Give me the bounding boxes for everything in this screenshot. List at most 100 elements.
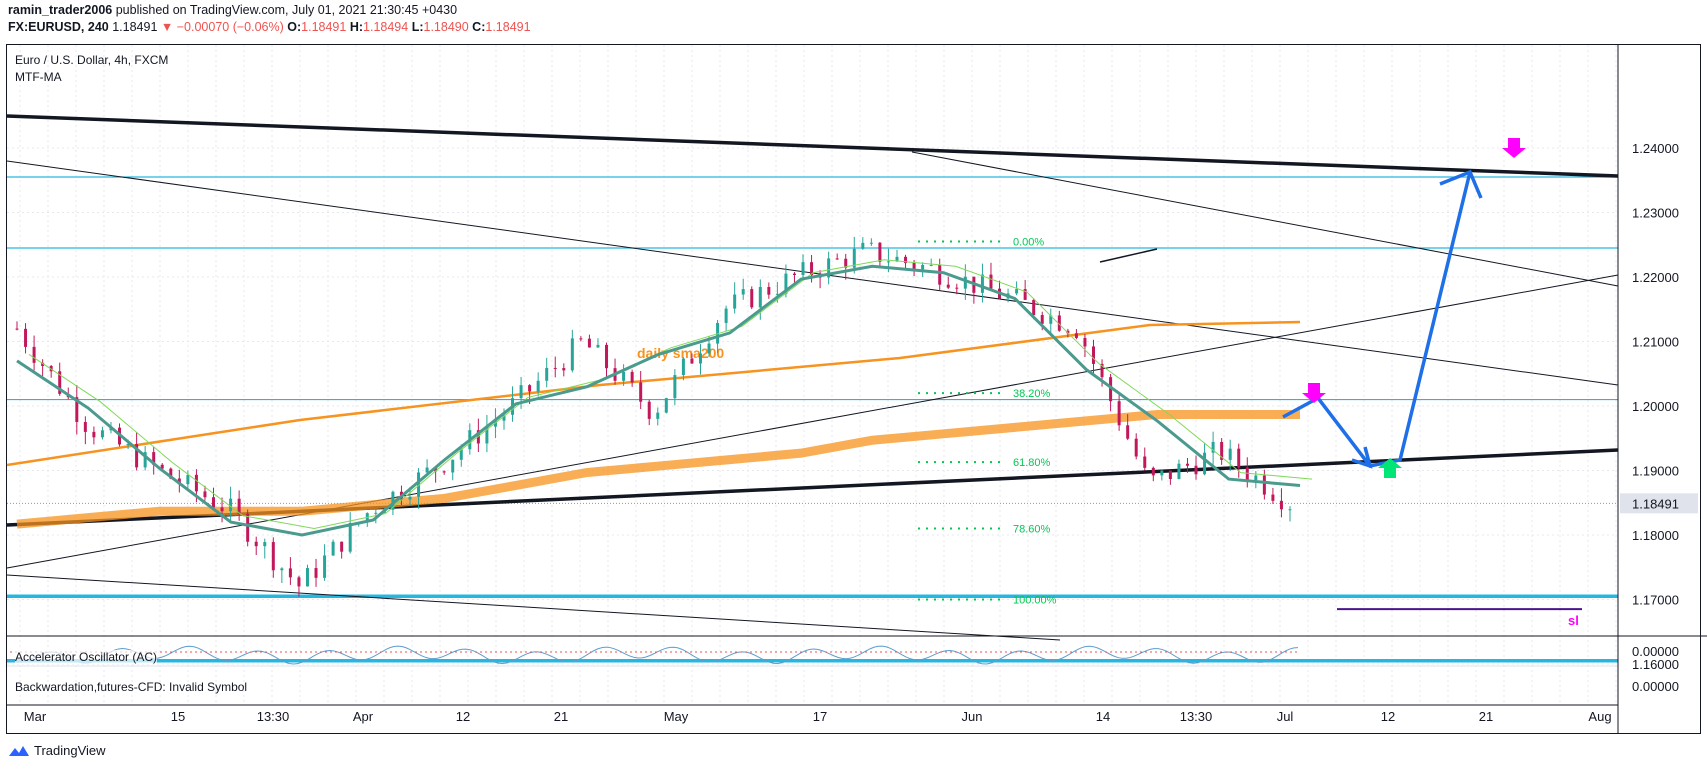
candle-body bbox=[323, 555, 327, 578]
candle-body bbox=[1040, 315, 1044, 324]
candle-body bbox=[767, 287, 771, 295]
candle-body bbox=[810, 262, 814, 276]
candle-body bbox=[639, 382, 643, 402]
osc-tick: 0.00000 bbox=[1632, 644, 1679, 659]
candle-body bbox=[237, 498, 241, 514]
symbol-label: FX:EURUSD, 240 bbox=[8, 20, 109, 34]
candle-body bbox=[1185, 463, 1189, 466]
candle-body bbox=[912, 263, 916, 270]
candle-body bbox=[1023, 289, 1027, 300]
candle-body bbox=[24, 328, 28, 347]
candle-body bbox=[519, 385, 523, 399]
projection-arrows: sl bbox=[1282, 138, 1582, 628]
candle-body bbox=[904, 256, 908, 264]
candle-body bbox=[92, 431, 96, 438]
candle-body bbox=[297, 577, 301, 587]
candle-body bbox=[160, 464, 164, 469]
candle-body bbox=[169, 468, 173, 479]
close-value: 1.18491 bbox=[485, 20, 531, 34]
candle-body bbox=[955, 287, 959, 289]
candle-body bbox=[314, 568, 318, 578]
candle-body bbox=[989, 274, 993, 289]
candle-body bbox=[1211, 441, 1215, 453]
candle-body bbox=[784, 273, 788, 294]
candle-body bbox=[493, 420, 497, 427]
candle-body bbox=[331, 541, 335, 556]
time-tick: Mar bbox=[24, 709, 47, 724]
candle-body bbox=[1083, 337, 1087, 347]
candle-body bbox=[1254, 475, 1258, 481]
arrow-head bbox=[1439, 169, 1483, 199]
candle-body bbox=[827, 258, 831, 278]
candle-body bbox=[1109, 377, 1113, 402]
candle-body bbox=[374, 512, 378, 514]
candle-body bbox=[869, 242, 873, 244]
time-tick: May bbox=[664, 709, 689, 724]
time-tick: 13:30 bbox=[257, 709, 290, 724]
arrow-head bbox=[1351, 446, 1373, 469]
publisher-name[interactable]: ramin_trader2006 bbox=[8, 3, 113, 17]
tradingview-logo[interactable]: TradingView bbox=[8, 743, 106, 758]
sma-label: daily sma200 bbox=[637, 345, 724, 361]
candle-body bbox=[100, 430, 104, 438]
candle-body bbox=[459, 449, 463, 460]
candle-body bbox=[545, 367, 549, 381]
candle-body bbox=[1237, 448, 1241, 468]
candle-body bbox=[15, 328, 19, 330]
candle-body bbox=[143, 452, 147, 468]
candle-body bbox=[1143, 456, 1147, 468]
candle-body bbox=[886, 261, 890, 263]
oscillator-legend: Accelerator Oscillator (AC) bbox=[15, 650, 158, 664]
candle-body bbox=[58, 371, 62, 394]
candle-body bbox=[1262, 475, 1266, 495]
backwardation-legend: Backwardation,futures-CFD: Invalid Symbo… bbox=[15, 680, 248, 694]
candle-body bbox=[553, 367, 557, 369]
high-value: 1.18494 bbox=[363, 20, 409, 34]
sell-marker bbox=[1302, 383, 1326, 403]
fib-label: 0.00% bbox=[1013, 237, 1044, 249]
candle-body bbox=[340, 541, 344, 552]
low-value: 1.18490 bbox=[423, 20, 469, 34]
candle-body bbox=[425, 467, 429, 473]
time-tick: 21 bbox=[554, 709, 568, 724]
candle-body bbox=[1066, 330, 1070, 334]
price-tick: 1.24000 bbox=[1632, 141, 1679, 156]
candle-body bbox=[152, 452, 156, 465]
candle-body bbox=[271, 542, 275, 571]
current-price-value: 1.18491 bbox=[1632, 496, 1679, 511]
price-tick: 1.22000 bbox=[1632, 270, 1679, 285]
upper-trendline bbox=[6, 114, 1619, 178]
last-price: 1.18491 bbox=[112, 20, 158, 34]
candle-body bbox=[562, 368, 566, 371]
chart-frame bbox=[6, 44, 1701, 734]
time-tick: 15 bbox=[171, 709, 185, 724]
osc-tick: 0.00000 bbox=[1632, 679, 1679, 694]
candle-body bbox=[1177, 463, 1181, 480]
price-tick: 1.20000 bbox=[1632, 399, 1679, 414]
candle-body bbox=[929, 264, 933, 266]
candle-body bbox=[1245, 467, 1249, 481]
candle-body bbox=[263, 542, 267, 547]
candle-body bbox=[305, 568, 309, 587]
candle-body bbox=[852, 248, 856, 268]
candle-body bbox=[1117, 401, 1121, 426]
candle-body bbox=[177, 478, 181, 485]
candle-body bbox=[408, 496, 412, 500]
candle-body bbox=[801, 262, 805, 276]
candle-body bbox=[895, 256, 899, 262]
candle-body bbox=[1032, 299, 1036, 316]
price-tick: 1.18000 bbox=[1632, 528, 1679, 543]
candle-body bbox=[220, 507, 224, 512]
candle-body bbox=[203, 491, 207, 498]
time-tick: 17 bbox=[813, 709, 827, 724]
candle-body bbox=[1015, 289, 1019, 294]
candle-body bbox=[844, 258, 848, 268]
time-tick: Jul bbox=[1277, 709, 1294, 724]
oscillator-wave bbox=[9, 645, 1299, 665]
candle-body bbox=[733, 294, 737, 309]
candle-body bbox=[1279, 500, 1283, 510]
oscillator bbox=[7, 635, 1707, 667]
publish-info: ramin_trader2006 published on TradingVie… bbox=[8, 3, 457, 17]
candle-body bbox=[792, 273, 796, 276]
